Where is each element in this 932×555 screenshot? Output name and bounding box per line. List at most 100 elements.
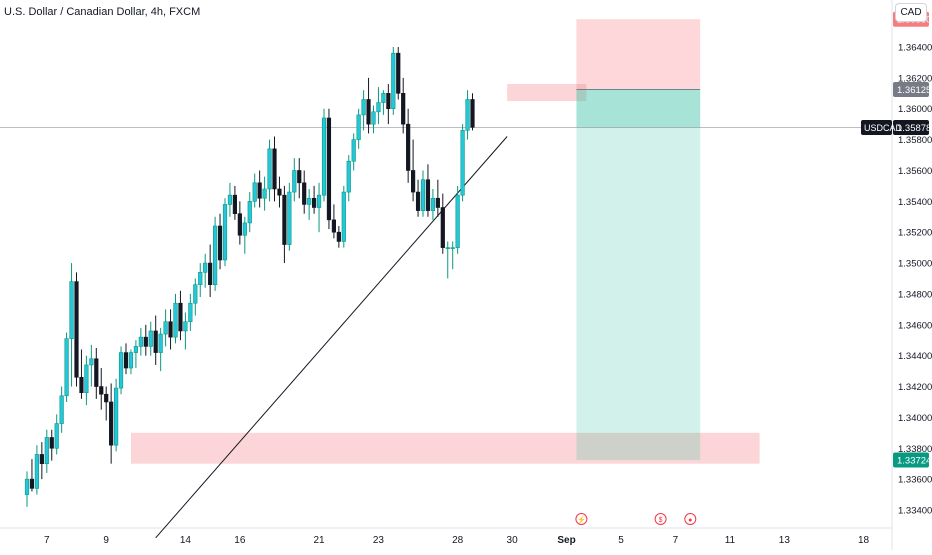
candle-body <box>222 204 228 261</box>
time-tick-label: 14 <box>180 535 192 546</box>
candle-body <box>158 333 163 353</box>
price-label-text: 1.33724 <box>897 455 931 466</box>
candle-body <box>272 148 277 190</box>
candle-body <box>133 346 139 353</box>
symbol-tag-text: USDCAD <box>864 123 903 133</box>
candle-body <box>59 395 64 424</box>
time-tick-label: 30 <box>507 535 519 546</box>
open-profit-area <box>576 89 701 128</box>
candle-body <box>123 352 129 369</box>
candle-body <box>69 281 74 339</box>
symbol-tag <box>861 120 892 136</box>
candle-body <box>346 160 351 193</box>
candle-body <box>168 321 173 338</box>
price-tick-label: 1.36200 <box>898 73 932 84</box>
candle-body <box>307 197 312 205</box>
candle-body <box>430 197 436 211</box>
candle-body <box>361 99 366 116</box>
candle-body <box>232 194 238 214</box>
candle-body <box>34 454 39 489</box>
time-tick-label: 11 <box>725 535 736 546</box>
candle-body <box>297 170 302 184</box>
candle-body <box>99 386 104 395</box>
candle-body <box>217 225 223 261</box>
candle-body <box>311 197 317 208</box>
candle-body <box>371 111 376 125</box>
currency-button[interactable]: CAD <box>895 3 927 22</box>
candle-body <box>257 182 262 199</box>
candle-body <box>415 191 421 211</box>
candle-body <box>287 191 292 245</box>
event-icon <box>654 513 667 525</box>
current-price-badge <box>893 120 929 136</box>
candle-body <box>321 117 327 196</box>
price-tick-label: 1.33600 <box>898 475 932 486</box>
candle-body <box>183 321 188 332</box>
candle-body <box>29 478 35 489</box>
candle-body <box>64 338 69 397</box>
candle-body <box>203 262 208 273</box>
price-tick-label: 1.33400 <box>898 506 932 517</box>
price-label-badge <box>893 452 929 468</box>
candle-body <box>465 99 470 131</box>
candle-body <box>114 387 119 446</box>
candle-body <box>247 201 252 224</box>
candle-body <box>118 352 124 389</box>
candle-body <box>198 272 203 285</box>
candle-body <box>227 194 233 205</box>
candle-body <box>213 225 218 285</box>
candle-body <box>351 139 356 162</box>
candle-body <box>252 182 257 202</box>
candle-body <box>470 99 475 128</box>
time-tick-label: 23 <box>373 535 385 546</box>
price-tick-label: 1.35600 <box>898 166 932 177</box>
candle-body <box>163 321 168 335</box>
candle-body <box>39 454 44 465</box>
price-label-badge <box>893 81 929 97</box>
candle-body <box>425 179 431 211</box>
time-tick-label: 9 <box>103 535 109 546</box>
chart-title: U.S. Dollar / Canadian Dollar, 4h, FXCM <box>4 6 201 18</box>
candle-body <box>74 281 79 378</box>
candle-body <box>94 358 99 387</box>
candle-body <box>435 197 440 208</box>
trendline <box>155 136 508 539</box>
candle-body <box>109 401 114 446</box>
candle-body <box>401 93 406 125</box>
event-icon-glyph: ● <box>688 517 692 524</box>
candle-body <box>366 99 371 125</box>
candle-body <box>153 330 158 353</box>
candle-body <box>44 437 49 465</box>
candle-body <box>84 364 89 394</box>
candle-body <box>450 247 455 249</box>
candle-body <box>24 478 30 495</box>
time-tick-label: 7 <box>44 535 50 546</box>
take-profit-zone <box>576 89 701 460</box>
event-icon <box>575 513 588 525</box>
candle-body <box>292 170 297 193</box>
candle-body <box>89 358 94 366</box>
candle-body <box>410 170 416 193</box>
candle-body <box>277 188 282 196</box>
candle-body <box>267 148 272 190</box>
candle-body <box>138 336 143 347</box>
candle-body <box>282 194 287 245</box>
demand-zone <box>130 432 760 464</box>
candle-body <box>316 194 322 208</box>
price-tick-label: 1.34800 <box>898 289 932 300</box>
candle-body <box>262 188 267 199</box>
price-tick-label: 1.35800 <box>898 135 932 146</box>
stop-loss-zone <box>576 19 701 90</box>
supply-zone <box>507 84 587 102</box>
candle-body <box>193 284 198 304</box>
candle-body <box>326 117 332 221</box>
candle-body <box>302 182 307 205</box>
candle-body <box>54 423 59 449</box>
price-tick-label: 1.33800 <box>898 444 932 455</box>
price-tick-label: 1.34000 <box>898 413 932 424</box>
candle-body <box>331 219 337 233</box>
time-tick-label: Sep <box>557 535 575 546</box>
candle-body <box>455 194 460 248</box>
